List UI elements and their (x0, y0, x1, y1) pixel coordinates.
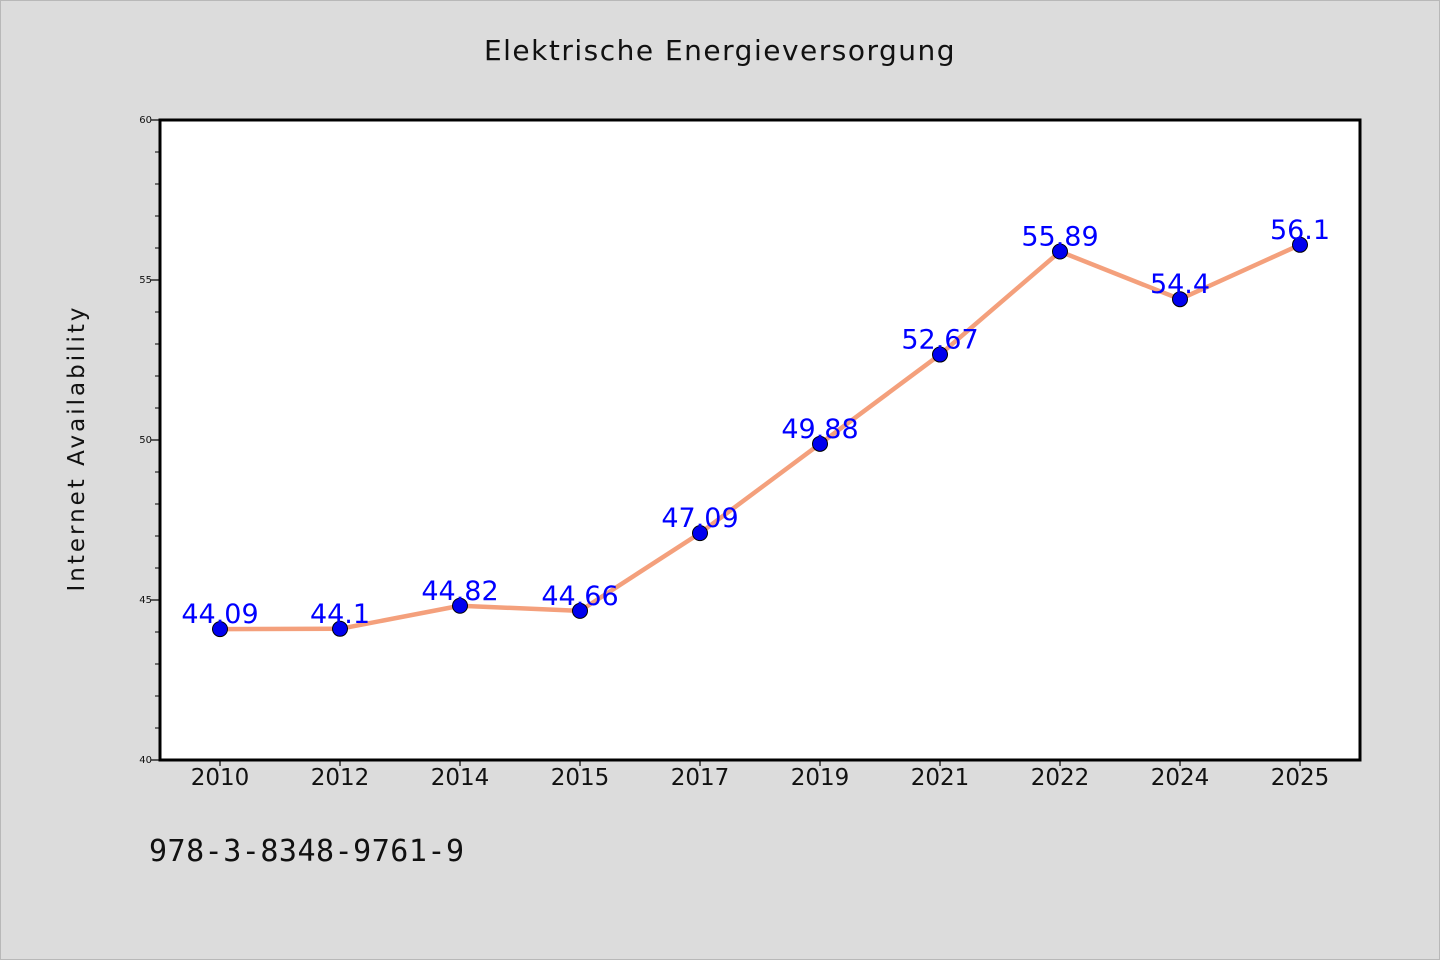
data-label: 47.09 (661, 503, 738, 534)
data-label: 44.66 (541, 581, 618, 612)
isbn-footnote: 978-3-8348-9761-9 (149, 834, 465, 869)
data-label: 44.09 (181, 599, 258, 630)
y-tick-label: 50 (139, 435, 152, 446)
x-tick-label: 2021 (911, 765, 970, 791)
data-point (812, 435, 828, 452)
data-label: 54.4 (1150, 269, 1210, 300)
data-label: 56.1 (1270, 215, 1330, 246)
data-label: 52.67 (901, 325, 978, 356)
data-label: 49.88 (781, 414, 858, 445)
chart-title: Elektrische Energieversorgung (483, 34, 957, 67)
data-point (1172, 291, 1188, 308)
plot-frame (158, 118, 1362, 762)
data-point (212, 621, 228, 638)
data-label: 44.1 (310, 599, 370, 630)
data-point (1052, 243, 1068, 260)
data-point (1292, 236, 1308, 253)
series-line (217, 242, 1303, 632)
data-label: 44.82 (421, 576, 498, 607)
data-label: 55.89 (1021, 222, 1098, 253)
x-tick-label: 2025 (1271, 765, 1330, 791)
x-tick-label: 2019 (791, 765, 850, 791)
y-tick-label: 45 (139, 595, 152, 606)
plot-area (160, 120, 1360, 760)
x-tick-label: 2015 (551, 765, 610, 791)
data-point (932, 346, 948, 363)
y-tick-label: 55 (139, 275, 152, 286)
data-point (572, 602, 588, 619)
x-tick-label: 2017 (671, 765, 730, 791)
data-point (332, 620, 348, 637)
x-tick-label: 2014 (431, 765, 490, 791)
data-point (452, 597, 468, 614)
y-tick-label: 60 (139, 115, 152, 126)
y-tick-label: 40 (139, 755, 152, 766)
x-tick-label: 2022 (1031, 765, 1090, 791)
data-point (692, 525, 708, 542)
x-tick-label: 2010 (191, 765, 250, 791)
x-tick-label: 2012 (311, 765, 370, 791)
x-tick-label: 2024 (1151, 765, 1210, 791)
